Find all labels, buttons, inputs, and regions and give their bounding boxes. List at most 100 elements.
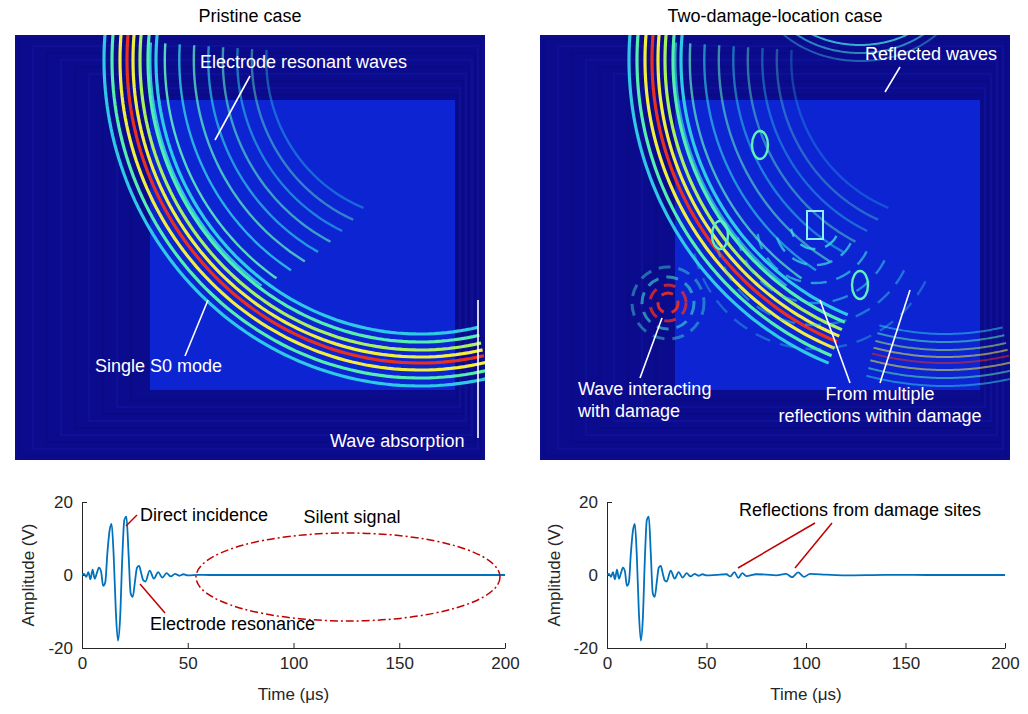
tick-mark <box>399 643 400 648</box>
wave-group <box>629 35 1010 386</box>
leader-line <box>640 318 662 378</box>
absorbing-layer <box>19 39 481 456</box>
tick: 20 <box>54 493 87 512</box>
leader-line <box>215 76 250 140</box>
tick-label: -20 <box>48 639 73 658</box>
scattered-wave <box>791 229 836 249</box>
tick-label: 200 <box>491 654 519 673</box>
chart-annotation: Electrode resonance <box>150 614 315 634</box>
s0-wave <box>629 35 829 363</box>
s0-wave <box>874 348 1008 357</box>
tick-mark <box>607 502 612 503</box>
leader-line <box>126 515 137 526</box>
y-axis: -20 0 20 <box>573 493 612 658</box>
resonant-wave <box>733 46 843 252</box>
tick-label: 0 <box>64 566 73 585</box>
tick-label: -20 <box>573 639 598 658</box>
absorbing-layer <box>544 39 1006 456</box>
tick: 0 <box>64 566 87 585</box>
tick: 200 <box>991 643 1019 673</box>
wave-field-image <box>540 16 1014 460</box>
tick-label: 50 <box>179 654 198 673</box>
s0-wave <box>870 360 1010 370</box>
y-axis: -20 0 20 <box>48 493 87 658</box>
scattered-wave <box>752 131 768 159</box>
wave-group <box>104 35 485 386</box>
s0-wave <box>673 35 845 322</box>
resonant-wave <box>791 50 888 208</box>
tick: 100 <box>280 643 308 673</box>
resonant-wave <box>266 50 363 208</box>
image-annotation: From multiple <box>825 384 934 404</box>
line-chart: 050100150200-20020Time (μs)Amplitude (V)… <box>19 493 519 704</box>
s0-wave <box>872 353 1009 363</box>
axis-line <box>83 648 506 649</box>
y-axis-title: Amplitude (V) <box>545 524 564 627</box>
damage-site <box>807 211 823 239</box>
image-annotation: Reflected waves <box>865 44 997 64</box>
absorbing-layer <box>558 46 1003 449</box>
image-annotation: Wave interacting <box>578 379 711 399</box>
leader-line <box>795 523 832 568</box>
s0-wave <box>112 35 485 378</box>
s0-wave <box>148 35 479 342</box>
leader-line <box>185 300 208 356</box>
scattered-wave <box>738 237 885 303</box>
chart-annotation: Reflections from damage sites <box>739 500 981 520</box>
wave-field-image <box>15 29 489 460</box>
image-annotation: Single S0 mode <box>95 356 222 376</box>
tick-label: 0 <box>589 566 598 585</box>
s0-wave <box>127 35 484 363</box>
axis-line <box>608 648 1006 649</box>
leader-line <box>140 584 165 613</box>
scattered-wave <box>758 234 867 283</box>
leader-line <box>738 523 815 568</box>
figure: Pristine caseElectrode resonant wavesSin… <box>0 0 1028 714</box>
tick-mark <box>906 643 907 648</box>
tick: 0 <box>589 566 612 585</box>
image-title: Two-damage-location case <box>667 6 882 26</box>
tick-mark <box>806 643 807 648</box>
tick-label: 0 <box>78 654 87 673</box>
s0-wave <box>868 368 1010 378</box>
tick-label: 20 <box>579 493 598 512</box>
image-title: Pristine case <box>198 6 301 26</box>
resonant-wave <box>690 43 802 278</box>
annotation-ellipse <box>196 533 500 621</box>
tick-mark <box>82 502 87 503</box>
y-axis-title: Amplitude (V) <box>19 524 38 627</box>
line-chart: 050100150200-20020Time (μs)Amplitude (V)… <box>545 493 1019 704</box>
plot-marks <box>82 517 505 641</box>
leader-line <box>885 67 900 92</box>
chart-annotation: Silent signal <box>303 507 400 527</box>
absorbing-layer <box>33 46 478 449</box>
scattered-wave <box>852 271 868 299</box>
field-background <box>540 35 1010 460</box>
tick: 150 <box>386 643 414 673</box>
tick-mark <box>82 648 87 649</box>
image-annotation: Wave absorption <box>330 431 464 451</box>
tick-mark <box>607 648 612 649</box>
image-annotation: with damage <box>577 401 680 421</box>
field-background <box>15 35 485 460</box>
tick: -20 <box>48 639 87 658</box>
tick: 150 <box>892 643 920 673</box>
tick-label: 100 <box>280 654 308 673</box>
scattered-wave <box>712 221 728 249</box>
tick-label: 100 <box>792 654 820 673</box>
scattered-wave <box>658 293 678 313</box>
tick-label: 0 <box>603 654 612 673</box>
tick: -20 <box>573 639 612 658</box>
resonant-wave <box>165 43 277 278</box>
s0-wave <box>645 35 835 348</box>
tick-mark <box>1005 643 1006 648</box>
leader-line <box>477 300 479 438</box>
tick: 20 <box>579 493 612 512</box>
signal-line <box>82 517 505 641</box>
tick-label: 200 <box>991 654 1019 673</box>
signal-line <box>607 517 1005 641</box>
s0-wave <box>637 35 832 356</box>
s0-wave <box>658 35 839 336</box>
tick-mark <box>505 643 506 648</box>
tick: 100 <box>792 643 820 673</box>
